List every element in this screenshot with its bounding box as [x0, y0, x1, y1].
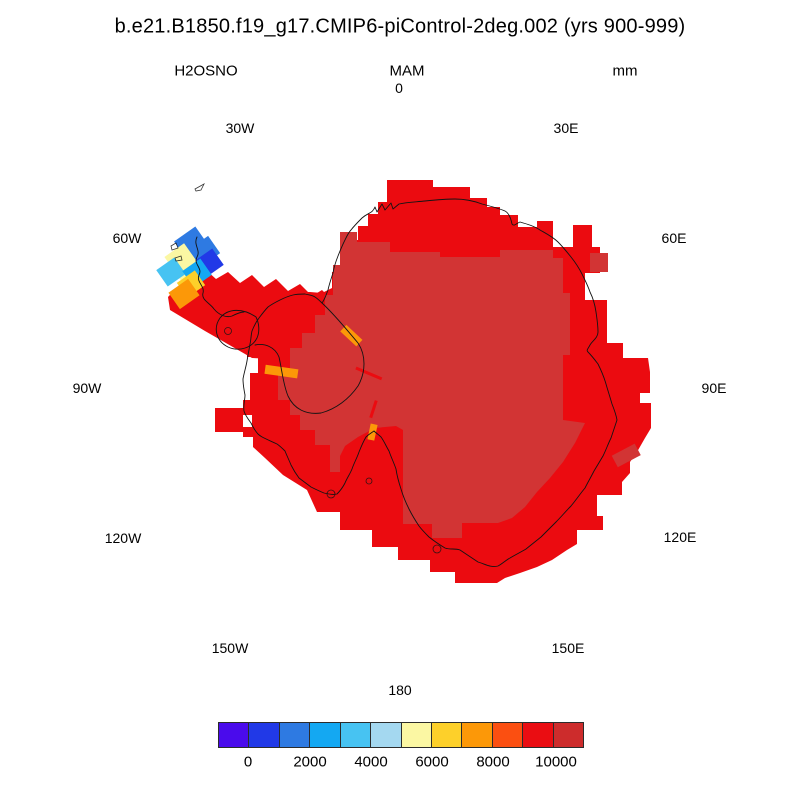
colorbar-swatch-8	[430, 722, 463, 748]
lon-label-120e: 120E	[663, 529, 697, 545]
units-label: mm	[612, 62, 638, 80]
peninsula-tip-island-1	[170, 242, 179, 251]
colorbar-swatch-2	[248, 722, 280, 748]
lon-label-150w: 150W	[211, 640, 249, 656]
colorbar-tick-4000: 4000	[354, 753, 388, 771]
offshore-islet	[194, 183, 205, 192]
lon-label-120w: 120W	[104, 530, 142, 546]
coastal-island-2	[365, 477, 373, 485]
max-cell-northeast	[590, 253, 608, 272]
cell-seam-1	[355, 366, 383, 381]
colorbar-swatch-4	[309, 722, 341, 748]
coastline-ronne-embayment	[254, 302, 365, 414]
colorbar-swatch-12	[552, 722, 585, 748]
colorbar-swatch-10	[491, 722, 524, 748]
max-cell-east	[538, 320, 560, 333]
coastal-island-3	[432, 544, 442, 554]
coastline-peninsula-spine	[195, 236, 245, 318]
colorbar-swatch-9	[461, 722, 493, 748]
colorbar-tick-8000: 8000	[476, 753, 510, 771]
colorbar	[218, 722, 585, 748]
lon-label-90w: 90W	[72, 380, 102, 396]
max-cell-southeast	[611, 443, 641, 468]
colorbar-tick-0: 0	[243, 753, 253, 771]
interior-max-region	[278, 232, 585, 538]
plot-title: b.e21.B1850.f19_g17.CMIP6-piControl-2deg…	[114, 15, 686, 38]
island-in-hook	[224, 327, 232, 335]
colorbar-swatch-5	[339, 722, 372, 748]
colorbar-swatch-11	[522, 722, 554, 748]
colorbar-tick-10000: 10000	[535, 753, 577, 771]
coastal-island-1	[326, 489, 336, 499]
coastline-alexander-island	[215, 309, 260, 350]
lon-label-150e: 150E	[551, 640, 585, 656]
lon-label-30w: 30W	[225, 120, 255, 136]
lon-label-0: 0	[395, 80, 403, 96]
coastal-cell-block-west	[215, 408, 243, 432]
colorbar-tick-6000: 6000	[415, 753, 449, 771]
colorbar-swatch-7	[400, 722, 432, 748]
variable-label: H2OSNO	[174, 62, 238, 80]
colorbar-swatch-1	[218, 722, 250, 748]
lon-label-60e: 60E	[661, 230, 687, 246]
cell-seam-2	[369, 400, 378, 419]
lon-label-90e: 90E	[701, 380, 727, 396]
colorbar-swatch-6	[370, 722, 402, 748]
colorbar-swatch-3	[278, 722, 311, 748]
lon-label-60w: 60W	[112, 230, 142, 246]
peninsula-cells	[156, 226, 224, 310]
peninsula-cell-orange	[168, 278, 200, 310]
lon-label-180: 180	[388, 682, 412, 698]
peninsula-cell-cyan-1	[156, 257, 186, 287]
lon-label-30e: 30E	[553, 120, 579, 136]
season-label: MAM	[389, 62, 425, 80]
peninsula-tip-island-2	[174, 255, 183, 262]
colorbar-tick-2000: 2000	[293, 753, 327, 771]
